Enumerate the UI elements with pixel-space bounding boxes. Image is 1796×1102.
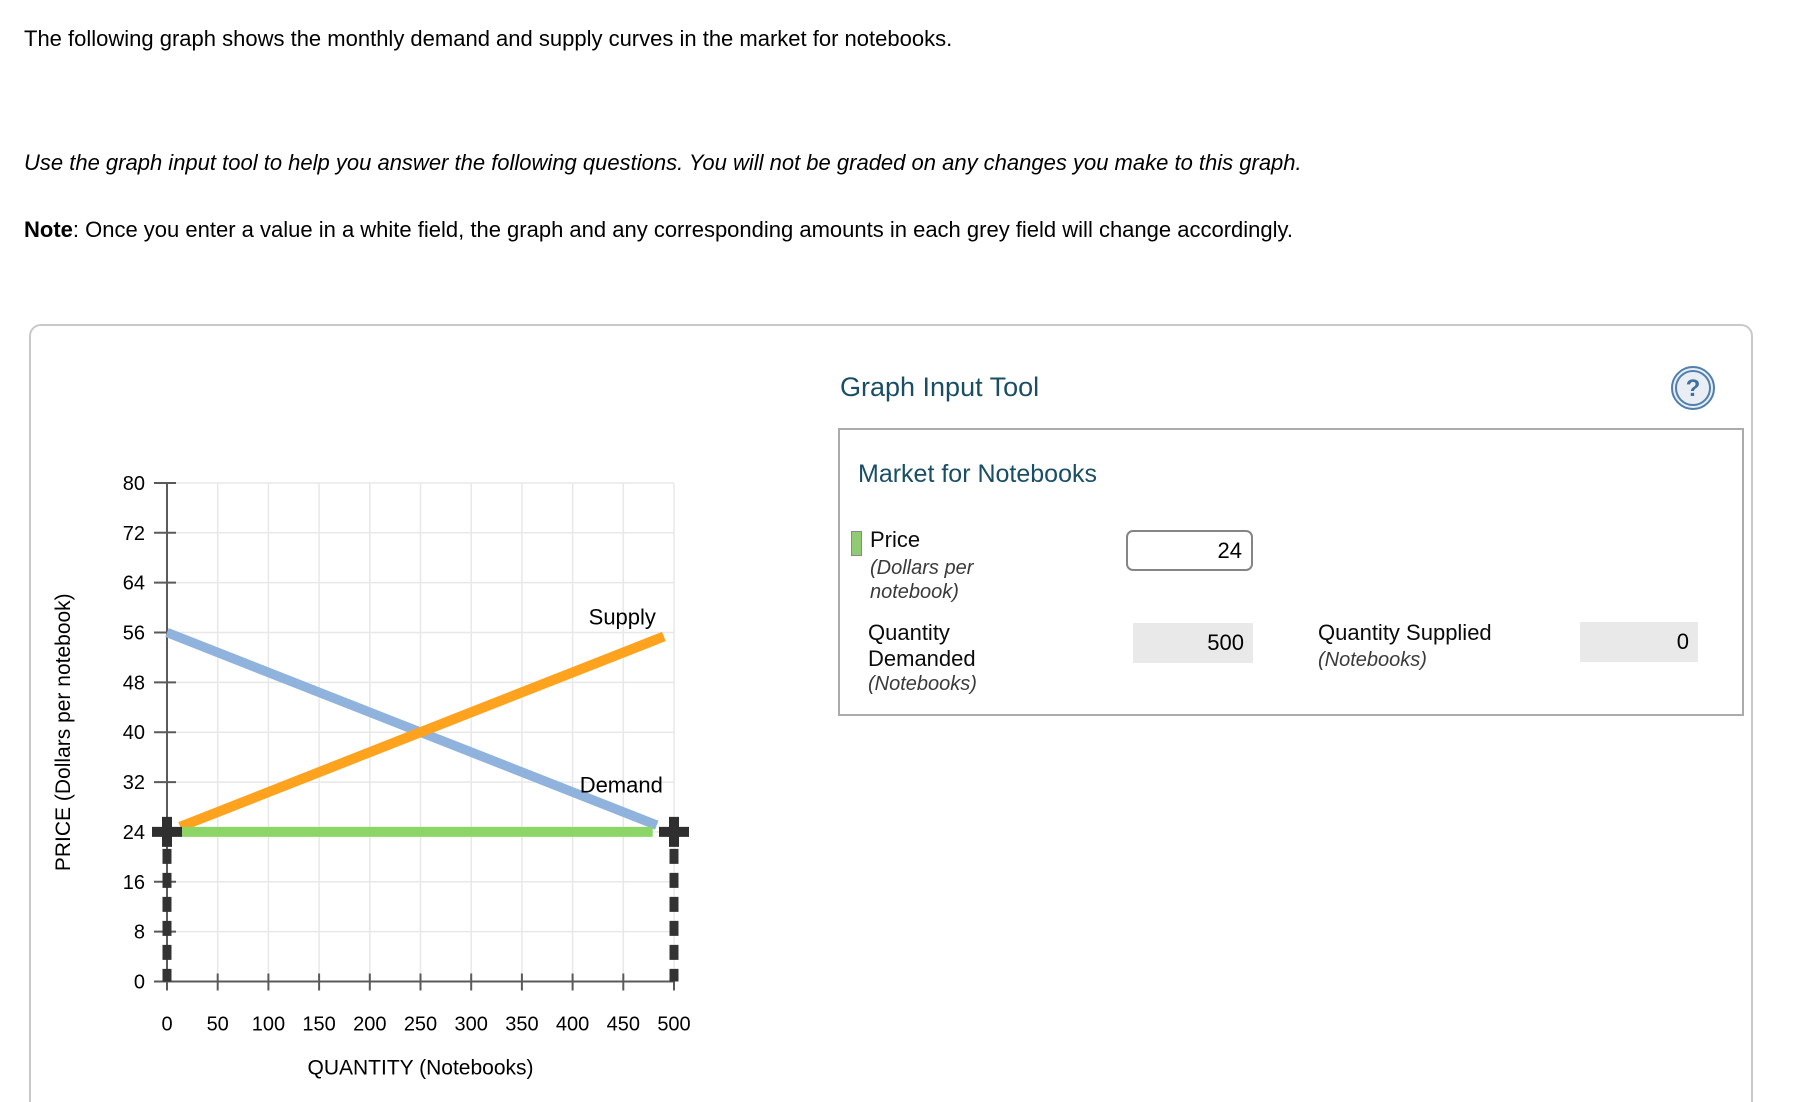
y-tick-label: 48 — [123, 672, 145, 694]
curve-label-demand: Demand — [580, 773, 663, 798]
intro-text: The following graph shows the monthly de… — [24, 26, 953, 51]
note-text: Note: Once you enter a value in a white … — [24, 215, 1524, 245]
endpoint-markers[interactable] — [152, 816, 689, 847]
x-tick-label: 150 — [302, 1014, 335, 1036]
tick-labels: 0 8 16 24 32 40 48 56 64 72 80 0 50 100 150 200 250 300 35… — [123, 473, 691, 1036]
price-label: Price — [870, 527, 921, 552]
x-tick-label: 50 — [207, 1014, 229, 1036]
series-demand[interactable] — [165, 628, 659, 830]
x-tick-label: 350 — [505, 1014, 538, 1036]
x-tick-label: 500 — [657, 1014, 690, 1036]
quantity-supplied-field: 0 — [1580, 622, 1698, 662]
price-sublabel: (Dollars per notebook) — [870, 557, 974, 603]
y-tick-label: 40 — [123, 722, 145, 744]
x-tick-label: 0 — [161, 1014, 172, 1036]
quantity-demanded-sublabel: (Notebooks) — [868, 673, 977, 695]
help-icon[interactable]: ? — [1671, 366, 1715, 410]
instruction-text: Use the graph input tool to help you ans… — [24, 150, 1302, 175]
price-input[interactable] — [1126, 530, 1253, 571]
quantity-supplied-sublabel: (Notebooks) — [1318, 649, 1427, 671]
x-tick-label: 200 — [353, 1014, 386, 1036]
x-tick-label: 250 — [404, 1014, 437, 1036]
note-label: Note — [24, 217, 73, 242]
graph-input-tool-title: Graph Input Tool — [840, 372, 1040, 402]
y-tick-label: 16 — [123, 872, 145, 894]
x-tick-label: 400 — [556, 1014, 589, 1036]
price-line-swatch-icon — [851, 531, 862, 556]
x-axis-title: QUANTITY (Notebooks) — [307, 1057, 533, 1080]
x-tick-label: 300 — [455, 1014, 488, 1036]
y-axis-title: PRICE (Dollars per notebook) — [52, 593, 75, 871]
market-title: Market for Notebooks — [858, 460, 1097, 488]
market-graph[interactable]: 0 8 16 24 32 40 48 56 64 72 80 0 50 100 150 200 250 300 35… — [40, 410, 740, 1102]
series-supply[interactable] — [178, 631, 666, 832]
quantity-supplied-label: Quantity Supplied — [1318, 620, 1492, 645]
quantity-demanded-label: Quantity Demanded — [868, 620, 976, 671]
y-tick-label: 0 — [134, 972, 145, 994]
y-tick-label: 80 — [123, 473, 145, 495]
drop-lines — [162, 848, 679, 982]
market-box — [838, 428, 1744, 716]
y-tick-label: 24 — [123, 822, 145, 844]
x-tick-label: 100 — [252, 1014, 285, 1036]
note-body: : Once you enter a value in a white fiel… — [72, 217, 1293, 242]
y-tick-label: 32 — [123, 772, 145, 794]
x-tick-label: 450 — [607, 1014, 640, 1036]
y-tick-label: 56 — [123, 623, 145, 645]
y-tick-label: 8 — [134, 922, 145, 944]
curve-label-supply: Supply — [589, 604, 656, 629]
y-tick-label: 72 — [123, 523, 145, 545]
quantity-demanded-field: 500 — [1133, 623, 1253, 663]
y-tick-label: 64 — [123, 573, 145, 595]
